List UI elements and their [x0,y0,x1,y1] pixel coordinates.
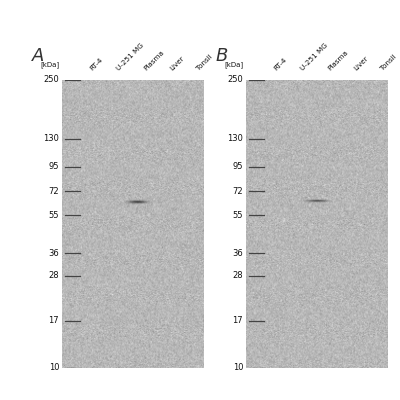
Text: 17: 17 [232,316,243,325]
Text: Tonsil: Tonsil [380,53,398,71]
Text: 10: 10 [233,364,243,372]
Text: 72: 72 [232,187,243,196]
Text: 36: 36 [232,249,243,258]
Text: 36: 36 [48,249,59,258]
Text: 10: 10 [49,364,59,372]
Text: Plasma: Plasma [326,49,349,71]
Text: Plasma: Plasma [142,49,165,71]
Text: 72: 72 [48,187,59,196]
Text: Liver: Liver [353,54,370,71]
Text: B: B [216,47,228,65]
Text: U-251 MG: U-251 MG [300,42,329,71]
Text: 130: 130 [43,134,59,143]
Text: 250: 250 [44,76,59,84]
Text: A: A [32,47,44,65]
Text: RT-4: RT-4 [273,56,288,71]
Text: 250: 250 [228,76,243,84]
Text: 95: 95 [233,162,243,171]
Text: 28: 28 [48,271,59,280]
Text: 55: 55 [233,211,243,220]
Text: 55: 55 [49,211,59,220]
Text: [kDa]: [kDa] [40,62,59,68]
Text: Tonsil: Tonsil [196,53,214,71]
Text: 28: 28 [232,271,243,280]
Text: U-251 MG: U-251 MG [116,42,145,71]
Text: Liver: Liver [169,54,186,71]
Text: 95: 95 [49,162,59,171]
Text: [kDa]: [kDa] [224,62,243,68]
Text: 17: 17 [48,316,59,325]
Text: 130: 130 [227,134,243,143]
Text: RT-4: RT-4 [89,56,104,71]
